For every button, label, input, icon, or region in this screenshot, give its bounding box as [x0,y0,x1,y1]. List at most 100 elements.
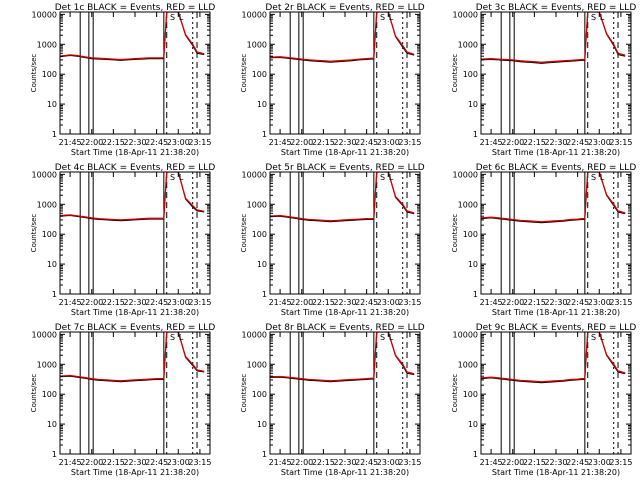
x-axis-label: Start Time (18-Apr-11 21:38:20) [492,308,620,317]
detector-panel-8: 1 10 100 1000 10000 21:4522:0022:1522:3022:45… [240,323,425,477]
lld-series-line [270,12,415,62]
x-axis-label: Start Time (18-Apr-11 21:38:20) [71,308,199,317]
x-tick-label: 23:00 [588,458,611,467]
x-tick-label: 23:15 [188,298,211,307]
x-tick-label: 22:00 [290,458,313,467]
y-tick-label: 100 [42,230,57,239]
x-tick-label: 22:45 [566,138,589,147]
lld-series-line [60,172,205,221]
x-tick-label: 22:00 [80,298,103,307]
plot-axes-box [269,331,421,455]
y-tick-label: 100 [463,390,478,399]
y-tick-label: 1 [262,130,267,139]
x-tick-label: 23:15 [188,458,211,467]
x-tick-label: 22:15 [312,138,335,147]
y-tick-label: 1000 [247,200,267,209]
x-tick-label: 23:15 [398,458,421,467]
x-tick-label: 22:30 [123,458,146,467]
flag-annotation: L [389,333,394,342]
x-tick-label: 22:30 [123,138,146,147]
flag-annotation: S [170,173,175,182]
panel-title: Det 9c BLACK = Events, RED = LLD [476,323,637,333]
lld-series-line [270,332,415,382]
y-tick-label: 1 [473,290,478,299]
x-tick-label: 22:30 [544,458,567,467]
y-tick-label: 1000 [458,40,478,49]
y-tick-label: 100 [463,230,478,239]
plot-axes-box [480,331,632,455]
y-tick-label: 1 [473,450,478,459]
y-tick-label: 100 [42,70,57,79]
y-tick-label: 1000 [37,360,57,369]
detector-panel-7: 1 10 100 1000 10000 21:4522:0022:1522:3022:45… [30,323,215,477]
flag-annotation: S [591,13,596,22]
lld-series-line [481,12,626,63]
y-tick-label: 1 [52,450,57,459]
x-tick-label: 22:30 [333,138,356,147]
x-tick-label: 21:45 [480,298,503,307]
detector-panel-5: 1 10 100 1000 10000 21:4522:0022:1522:3022:45… [240,163,425,317]
x-tick-label: 22:00 [501,458,524,467]
x-tick-label: 21:45 [59,298,82,307]
x-axis-label: Start Time (18-Apr-11 21:38:20) [71,148,199,157]
panel-title: Det 5r BLACK = Events, RED = LLD [265,163,424,173]
y-tick-label: 10 [47,100,57,109]
y-tick-label: 10000 [453,330,478,339]
x-axis-label: Start Time (18-Apr-11 21:38:20) [71,468,199,477]
x-tick-label: 23:00 [167,138,190,147]
x-tick-label: 23:15 [609,298,632,307]
y-axis-label: Counts/sec [30,54,38,93]
x-tick-label: 22:00 [290,298,313,307]
y-axis-label: Counts/sec [30,214,38,253]
y-tick-label: 100 [463,70,478,79]
plot-axes-box [59,11,211,135]
x-tick-label: 22:30 [333,458,356,467]
detector-panel-9: 1 10 100 1000 10000 21:4522:0022:1522:3022:45… [451,323,636,477]
panel-title: Det 1c BLACK = Events, RED = LLD [55,3,216,13]
x-tick-label: 21:45 [480,458,503,467]
flag-annotation: S [591,173,596,182]
y-tick-label: 1 [52,130,57,139]
y-tick-label: 1000 [247,360,267,369]
flag-annotation: S [380,333,385,342]
y-tick-label: 10 [257,100,267,109]
panel-title: Det 2r BLACK = Events, RED = LLD [265,3,424,13]
x-tick-label: 23:00 [167,458,190,467]
x-axis-label: Start Time (18-Apr-11 21:38:20) [492,148,620,157]
x-tick-label: 23:00 [377,458,400,467]
x-tick-label: 22:45 [566,458,589,467]
y-tick-label: 1 [262,290,267,299]
y-tick-label: 1000 [458,360,478,369]
x-axis-label: Start Time (18-Apr-11 21:38:20) [492,468,620,477]
x-tick-label: 23:15 [398,138,421,147]
y-tick-label: 100 [42,390,57,399]
plot-axes-box [480,11,632,135]
flag-annotation: S [170,13,175,22]
y-tick-label: 10 [257,260,267,269]
x-tick-label: 22:15 [312,458,335,467]
plot-axes-box [269,171,421,295]
x-tick-label: 22:15 [523,138,546,147]
x-tick-label: 23:00 [588,298,611,307]
x-tick-label: 22:15 [102,458,125,467]
detector-panel-2: 1 10 100 1000 10000 21:4522:0022:1522:3022:45… [240,3,425,157]
x-tick-label: 21:45 [269,138,292,147]
x-axis-label: Start Time (18-Apr-11 21:38:20) [281,308,409,317]
flag-annotation: L [179,13,184,22]
flag-annotation: S [591,333,596,342]
plot-axes-box [269,11,421,135]
y-tick-label: 1000 [37,40,57,49]
x-axis-label: Start Time (18-Apr-11 21:38:20) [281,468,409,477]
x-tick-label: 22:00 [80,138,103,147]
y-tick-label: 10000 [453,170,478,179]
plot-axes-box [59,331,211,455]
x-tick-label: 23:00 [377,298,400,307]
y-tick-label: 10000 [32,170,57,179]
y-tick-label: 100 [252,70,267,79]
x-tick-label: 22:15 [102,298,125,307]
y-tick-label: 10000 [242,10,267,19]
y-tick-label: 100 [252,390,267,399]
x-tick-label: 22:45 [145,298,168,307]
x-tick-label: 22:00 [80,458,103,467]
x-tick-label: 23:15 [609,138,632,147]
